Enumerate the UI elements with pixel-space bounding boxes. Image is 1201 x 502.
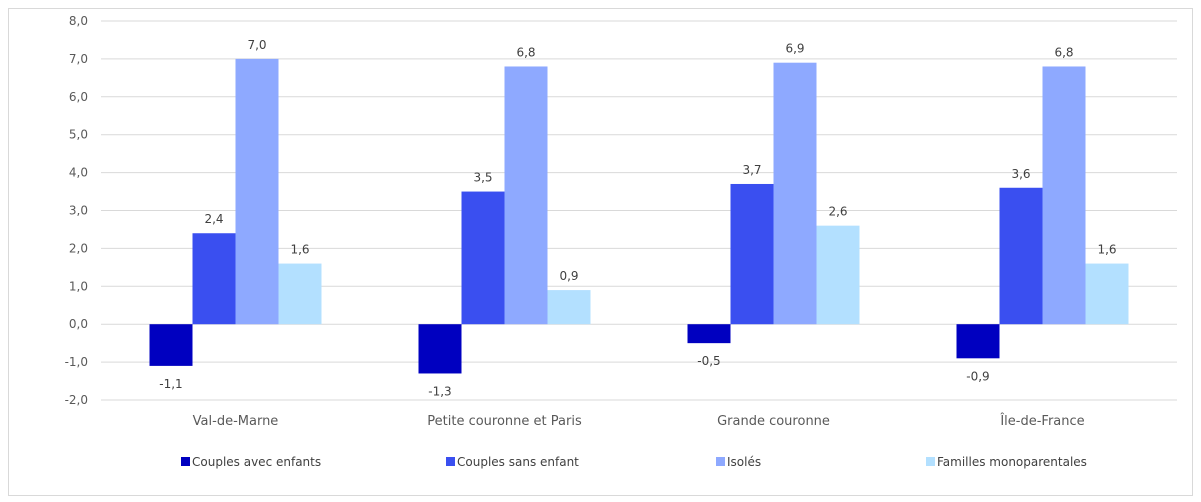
data-label: -1,1 <box>159 377 182 391</box>
category-label: Val-de-Marne <box>193 414 279 429</box>
bar <box>1085 263 1129 325</box>
bar <box>1042 66 1086 325</box>
bar <box>278 263 322 325</box>
legend-label: Isolés <box>727 455 761 469</box>
legend: Couples avec enfants Couples sans enfant I… <box>181 455 1087 469</box>
data-label: 7,0 <box>247 38 266 52</box>
bar <box>192 233 236 325</box>
bar <box>999 187 1043 325</box>
data-label: 6,8 <box>516 45 535 59</box>
bar <box>547 290 591 325</box>
data-label: 2,6 <box>828 205 847 219</box>
data-label: 6,8 <box>1054 45 1073 59</box>
bar <box>461 191 505 325</box>
legend-swatch <box>181 457 190 466</box>
data-label: 1,6 <box>290 243 309 257</box>
y-tick-label: 6,0 <box>69 90 88 104</box>
y-tick-label: 8,0 <box>69 14 88 28</box>
category-label: Grande couronne <box>717 414 830 429</box>
y-tick-label: 0,0 <box>69 317 88 331</box>
y-tick-label: 5,0 <box>69 128 88 142</box>
bars <box>149 58 1129 374</box>
y-tick-label: 4,0 <box>69 166 88 180</box>
legend-swatch <box>716 457 725 466</box>
bar-chart: -2,0 -1,0 0,0 1,0 2,0 3,0 4,0 5,0 6,0 7,0 8,0 -1,1… <box>65 14 1177 469</box>
bar <box>687 324 731 344</box>
data-label: 3,7 <box>742 163 761 177</box>
y-axis-ticks: -2,0 -1,0 0,0 1,0 2,0 3,0 4,0 5,0 6,0 7,0 8,0 <box>65 14 88 407</box>
y-tick-label: 3,0 <box>69 204 88 218</box>
bar <box>956 324 1000 359</box>
y-tick-label: -2,0 <box>65 393 88 407</box>
bar <box>418 324 462 374</box>
x-axis-categories: Val-de-Marne Petite couronne et Paris Gran… <box>193 413 1085 429</box>
legend-swatch <box>446 457 455 466</box>
y-tick-label: 2,0 <box>69 241 88 255</box>
data-label: -0,5 <box>697 354 720 368</box>
data-labels: -1,1 2,4 7,0 1,6 -1,3 3,5 6,8 0,9 -0,5 3,7 6,9 2,6 -… <box>159 38 1116 399</box>
bar <box>235 58 279 325</box>
data-label: -0,9 <box>966 369 989 383</box>
y-tick-label: -1,0 <box>65 355 88 369</box>
data-label: 6,9 <box>785 42 804 56</box>
data-label: 0,9 <box>559 269 578 283</box>
bar <box>816 225 860 325</box>
data-label: 3,6 <box>1011 167 1030 181</box>
category-label: Petite couronne et Paris <box>427 414 582 429</box>
y-tick-label: 1,0 <box>69 279 88 293</box>
data-label: -1,3 <box>428 384 451 398</box>
legend-swatch <box>926 457 935 466</box>
bar <box>730 183 774 325</box>
category-label: Île-de-France <box>999 413 1084 429</box>
bar <box>504 66 548 325</box>
data-label: 2,4 <box>204 212 223 226</box>
data-label: 1,6 <box>1097 243 1116 257</box>
bar <box>149 324 193 366</box>
y-tick-label: 7,0 <box>69 52 88 66</box>
bar <box>773 62 817 325</box>
legend-label: Familles monoparentales <box>937 455 1087 469</box>
legend-label: Couples avec enfants <box>192 455 321 469</box>
data-label: 3,5 <box>473 171 492 185</box>
legend-label: Couples sans enfant <box>457 455 579 469</box>
chart-frame: -2,0 -1,0 0,0 1,0 2,0 3,0 4,0 5,0 6,0 7,0 8,0 -1,1… <box>8 8 1193 496</box>
